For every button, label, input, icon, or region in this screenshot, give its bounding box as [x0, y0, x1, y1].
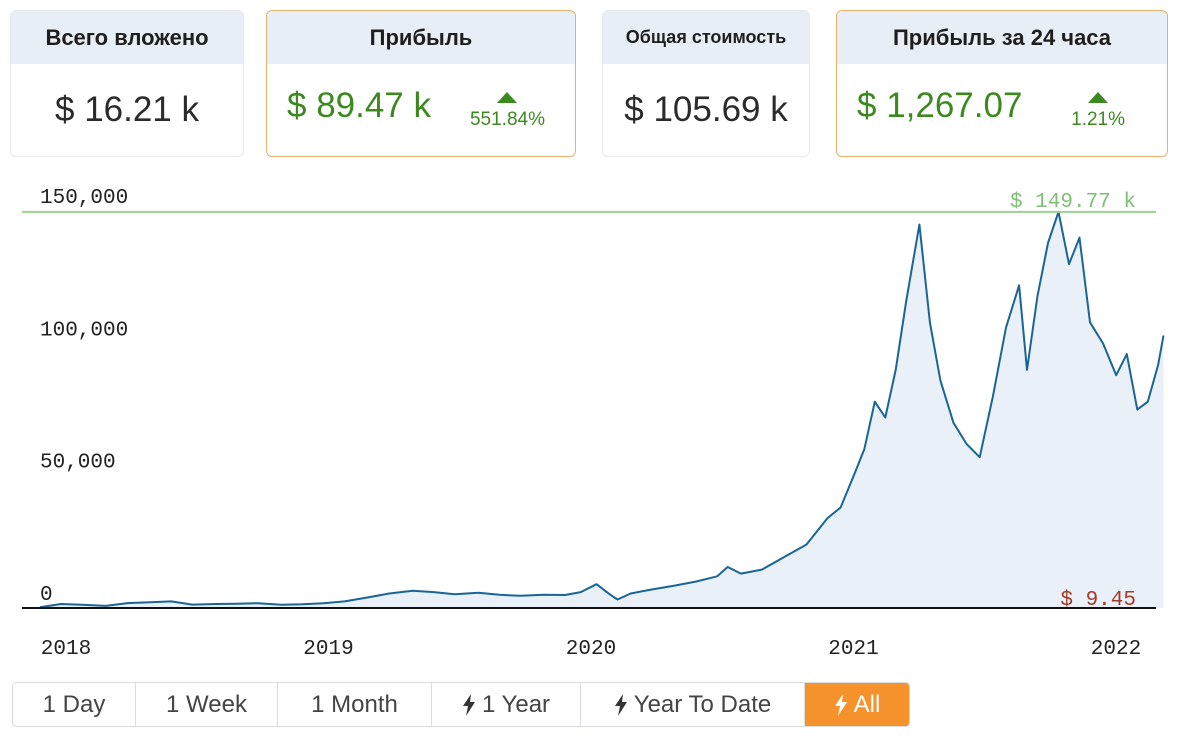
- bolt-icon: [614, 693, 627, 716]
- y-tick-label: 0: [40, 584, 53, 607]
- card-delta-value: 1.21%: [1071, 109, 1125, 130]
- x-tick-label: 2022: [1091, 638, 1141, 661]
- x-tick-label: 2019: [303, 638, 353, 661]
- series-line: [39, 210, 1165, 609]
- range-1-year[interactable]: 1 Year: [432, 683, 581, 726]
- y-tick-label: 50,000: [40, 452, 116, 475]
- card-delta-value: 551.84%: [469, 109, 545, 130]
- card-title: Общая стоимость: [603, 11, 809, 64]
- bolt-icon: [462, 693, 475, 716]
- card-value: $ 89.47 k: [287, 86, 431, 125]
- card-delta: 1.21%: [1071, 92, 1125, 131]
- card-value: $ 1,267.07: [857, 86, 1023, 125]
- range-year-to-date[interactable]: Year To Date: [581, 683, 805, 726]
- bolt-icon: [834, 693, 847, 716]
- series-area: [40, 211, 1164, 609]
- range-all[interactable]: All: [805, 683, 909, 726]
- min-label: $ 9.45: [1060, 589, 1136, 612]
- range-selector: 1 Day 1 Week 1 Month 1 Year Year To Date…: [12, 682, 910, 727]
- portfolio-chart[interactable]: 0 50,000 100,000 150,000 $ 149.77 k $ 9.45 201…: [0, 180, 1180, 670]
- card-value: $ 105.69 k: [624, 90, 788, 129]
- triangle-up-icon: [1088, 92, 1109, 103]
- card-total-invested: Всего вложено $ 16.21 k: [10, 10, 244, 157]
- card-value: $ 16.21 k: [55, 90, 199, 129]
- range-1-day[interactable]: 1 Day: [13, 683, 136, 726]
- card-total-value: Общая стоимость $ 105.69 k: [602, 10, 810, 157]
- card-profit: Прибыль $ 89.47 k 551.84%: [266, 10, 576, 157]
- card-profit-24h: Прибыль за 24 часа $ 1,267.07 1.21%: [836, 10, 1168, 157]
- max-label: $ 149.77 k: [1010, 191, 1136, 214]
- x-tick-label: 2020: [566, 638, 616, 661]
- x-tick-label: 2018: [41, 638, 91, 661]
- card-title: Прибыль: [267, 11, 575, 64]
- card-title: Всего вложено: [11, 11, 243, 64]
- range-1-week[interactable]: 1 Week: [136, 683, 278, 726]
- y-tick-label: 100,000: [40, 319, 128, 342]
- card-delta: 551.84%: [470, 92, 545, 131]
- x-tick-label: 2021: [828, 638, 878, 661]
- card-title: Прибыль за 24 часа: [837, 11, 1167, 64]
- range-1-month[interactable]: 1 Month: [278, 683, 432, 726]
- triangle-up-icon: [497, 92, 518, 103]
- y-tick-label: 150,000: [40, 187, 128, 210]
